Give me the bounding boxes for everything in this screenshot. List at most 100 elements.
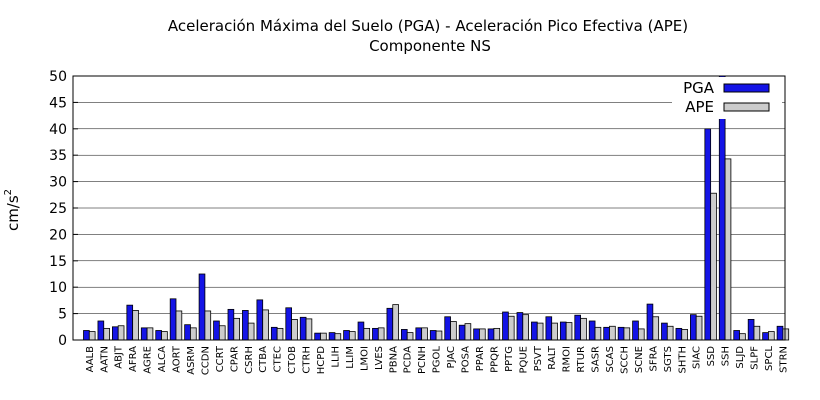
x-tick-label: CTRH: [302, 346, 313, 374]
bar-ape-sgts: [666, 325, 674, 341]
bar-pga-pptg: [502, 311, 509, 341]
x-tick-label: LLIH: [330, 346, 341, 368]
bar-ape-lves: [377, 327, 385, 341]
x-tick-label: ASRM: [186, 346, 197, 375]
bar-pga-siac: [690, 314, 697, 341]
bar-pga-abjt: [112, 326, 119, 341]
bar-pga-ccdn: [198, 273, 206, 341]
bar-pga-psvt: [531, 321, 538, 341]
x-tick-label: PSVT: [533, 345, 544, 371]
bar-ape-ssd: [710, 192, 717, 341]
bar-ape-aort: [175, 310, 183, 341]
x-tick-label: PQUE: [518, 346, 529, 374]
x-tick-label: SFRA: [648, 346, 659, 372]
bar-pga-scch: [617, 326, 625, 341]
bar-pga-strn: [776, 325, 784, 341]
bar-pga-posa: [458, 324, 466, 341]
bar-pga-spcl: [762, 332, 769, 341]
x-tick-label: CTEC: [273, 346, 284, 372]
bar-ape-abjt: [117, 325, 125, 341]
bar-pga-scas: [603, 326, 610, 341]
x-tick-label: SSD: [706, 346, 717, 367]
bar-pga-agre: [140, 327, 148, 341]
bar-ape-llim: [348, 331, 356, 341]
bar-ape-psvt: [536, 322, 544, 341]
bar-ape-ppar: [479, 328, 486, 341]
bar-pga-sgts: [661, 322, 668, 341]
y-tick-label: 5: [58, 307, 67, 323]
plot-frame: [72, 75, 786, 341]
x-tick-label: AATN: [99, 346, 110, 373]
x-tick-label: PPTG: [504, 346, 515, 372]
y-tick-label: 25: [49, 201, 67, 217]
x-tick-label: SSH: [721, 346, 732, 366]
x-tick-label: SCCH: [619, 346, 630, 374]
x-tick-labels: AALB AATN ABJT AFRA AGRE ALCA AORT ASRM CCDN CCRT…: [85, 345, 790, 375]
x-tick-label: PGOL: [432, 346, 443, 374]
legend-swatch-ape: [723, 102, 770, 112]
x-tick-label: LMOI: [359, 346, 370, 371]
bar-ape-scas: [609, 325, 616, 341]
bar-pga-lmoi: [357, 321, 365, 341]
bar-ape-agre: [146, 327, 154, 341]
bar-pga-pcda: [400, 329, 408, 341]
bar-ape-ccdn: [204, 310, 212, 341]
bar-ape-shth: [681, 329, 688, 341]
bar-ape-scne: [638, 328, 645, 341]
bar-ape-lmoi: [363, 327, 371, 341]
bar-ape-hcpd: [320, 332, 327, 341]
y-tick-label: 45: [49, 95, 67, 111]
bar-ape-pptg: [507, 315, 515, 341]
bar-ape-rtur: [580, 317, 587, 341]
bar-ape-sasr: [594, 326, 602, 341]
bar-pga-ssd: [704, 128, 712, 341]
x-tick-label: SPCL: [764, 346, 775, 371]
x-tick-label: PBNA: [388, 346, 399, 373]
grid: [73, 75, 785, 341]
bar-pga-afra: [126, 304, 134, 341]
bar-pga-sasr: [588, 320, 596, 341]
x-tick-label: LLIM: [345, 346, 356, 369]
x-tick-label: PPAR: [475, 346, 486, 371]
bar-pga-rmoi: [559, 321, 567, 341]
y-tick-label: 35: [49, 148, 67, 164]
bar-ape-posa: [464, 323, 472, 341]
x-tick-label: SIAC: [692, 346, 703, 369]
y-tick-label: 40: [49, 122, 67, 138]
y-axis-label: cm/s2: [3, 189, 22, 231]
x-tick-label: AGRE: [143, 346, 154, 374]
bar-pga-aort: [169, 298, 177, 341]
bar-pga-pgol: [429, 330, 437, 341]
y-tick-label: 20: [49, 227, 67, 243]
bar-pga-aatn: [97, 320, 105, 341]
x-tick-label: ALCA: [157, 346, 168, 372]
x-tick-label: SCAS: [605, 346, 616, 373]
bar-pga-rtur: [574, 314, 581, 341]
x-tick-label: PPQR: [489, 346, 500, 373]
bars: [83, 75, 790, 341]
bar-pga-pque: [516, 312, 524, 341]
bar-ape-sljd: [739, 333, 746, 341]
x-tick-label: AALB: [85, 346, 96, 373]
x-tick-label: SLPF: [750, 346, 761, 370]
bar-pga-ctob: [285, 307, 292, 341]
x-tick-label: SGTS: [663, 346, 674, 372]
bar-ape-csrh: [247, 322, 255, 341]
bar-ape-pcnh: [421, 327, 428, 341]
bar-pga-llih: [328, 332, 336, 341]
x-tick-label: AFRA: [128, 346, 139, 372]
x-tick-label: ABJT: [114, 345, 125, 369]
x-tick-label: RTUR: [576, 346, 587, 373]
bar-ape-cpar: [233, 317, 241, 341]
bar-pga-aalb: [83, 330, 90, 341]
legend-label-ape: APE: [685, 98, 714, 116]
y-tick-label: 15: [49, 254, 67, 270]
bar-ape-aatn: [103, 327, 110, 341]
bar-pga-shth: [675, 327, 683, 341]
bar-pga-ctrh: [299, 316, 307, 341]
bar-pga-pbna: [386, 307, 394, 341]
bar-pga-pcnh: [415, 327, 423, 341]
x-tick-label: SLJD: [735, 346, 746, 369]
x-tick-label: PCDA: [403, 346, 414, 374]
y-tick-label: 10: [49, 280, 67, 296]
